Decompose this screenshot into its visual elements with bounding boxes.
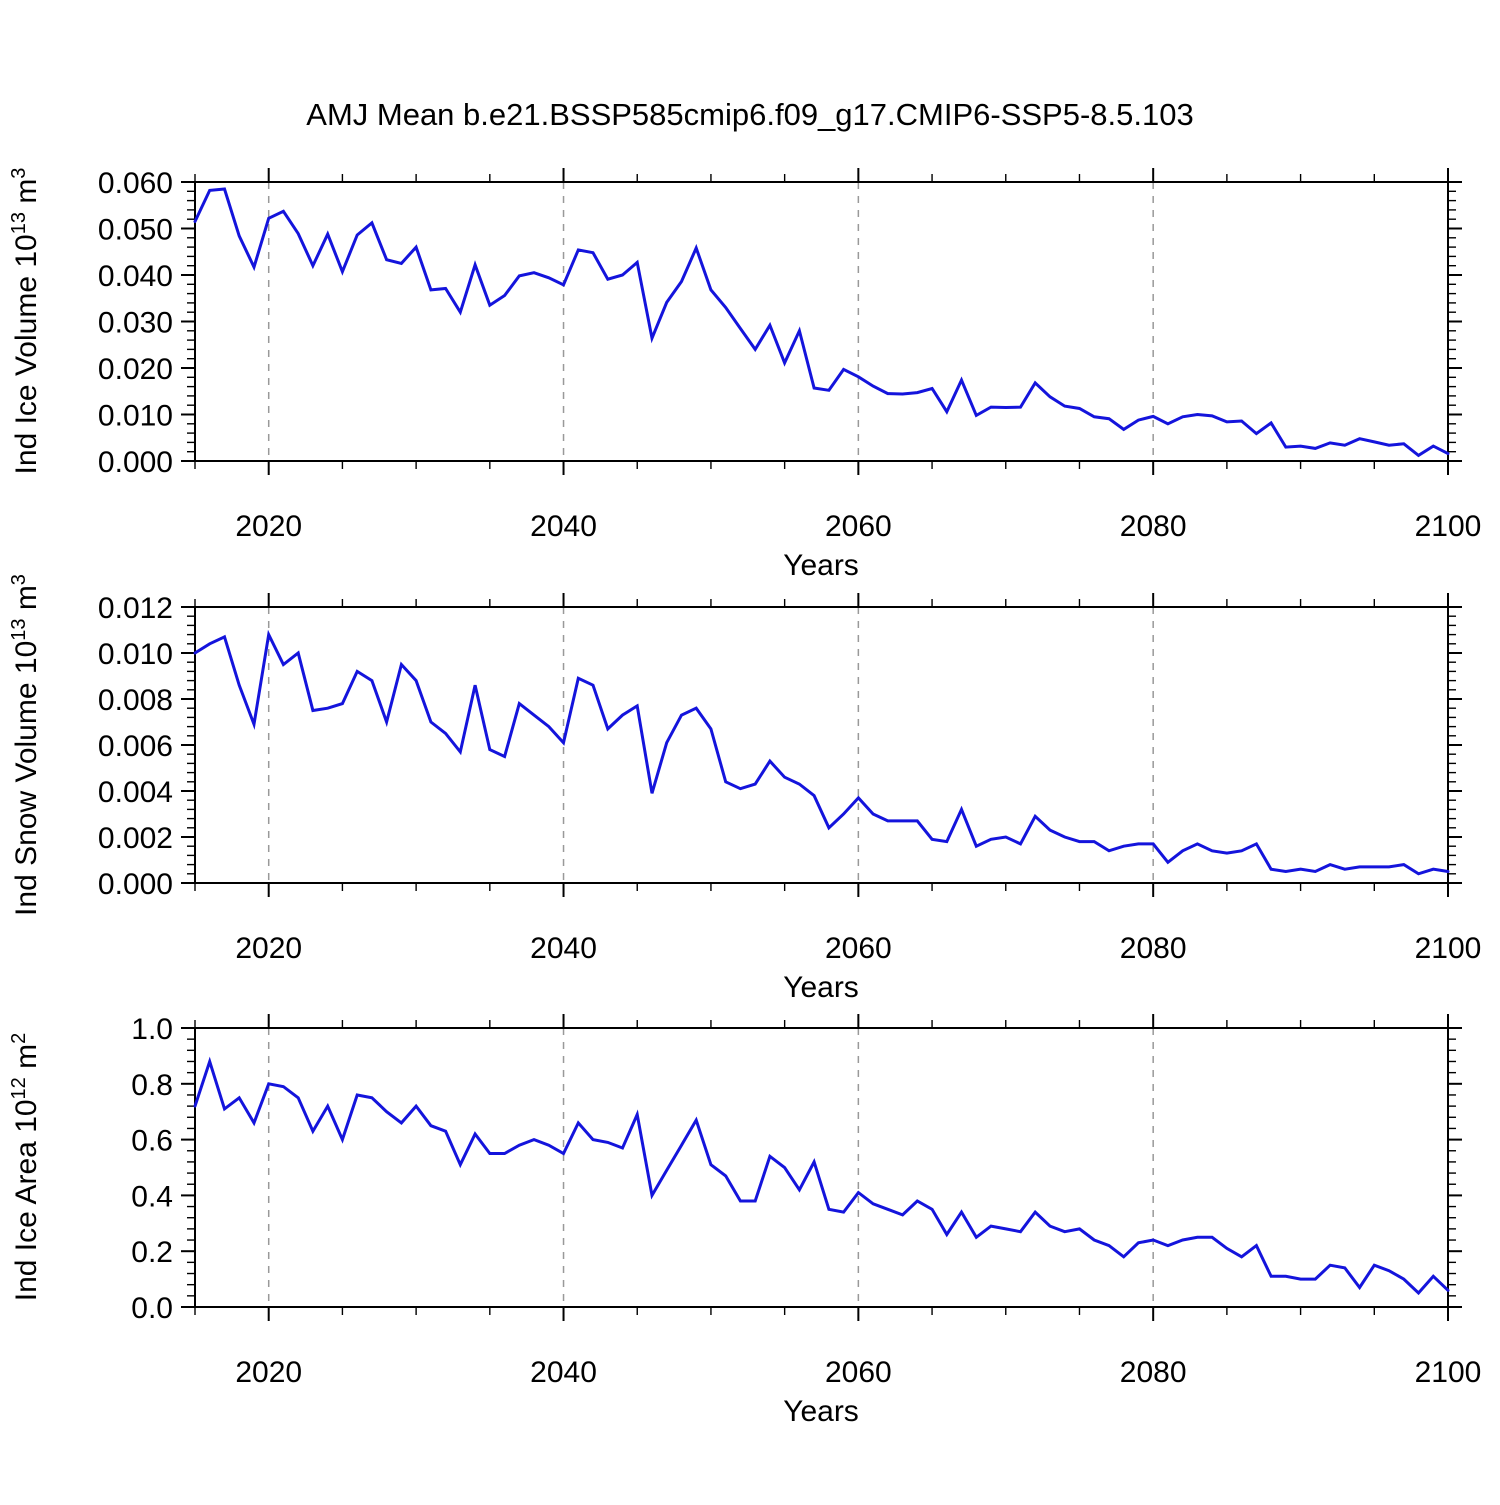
y-tick-label: 0.000 [98,868,173,901]
x-tick-label: 2100 [1415,510,1482,543]
ylabel-snow-volume: Ind Snow Volume 1013 m3 [8,574,43,916]
y-tick-label: 0.010 [98,638,173,671]
ylabel-ice-area: Ind Ice Area 1012 m2 [8,1033,43,1302]
xlabel-ice-area: Years [783,1395,859,1428]
y-tick-label: 1.0 [131,1013,173,1046]
xlabel-ice-volume: Years [783,549,859,582]
x-tick-label: 2100 [1415,932,1482,965]
y-tick-label: 0.050 [98,214,173,247]
y-tick-label: 0.000 [98,446,173,479]
plot-frame [194,606,1449,884]
y-tick-label: 0.8 [131,1069,173,1102]
panel-ice-area: 2020 2040 2060 2080 2100 0.0 0.2 0.4 0.6 0.8 1.0 [131,1013,1481,1389]
x-tick-label: 2060 [825,1356,892,1389]
x-tick-label: 2080 [1120,510,1187,543]
x-tick-label: 2080 [1120,932,1187,965]
y-tick-label: 0.060 [98,167,173,200]
x-tick-label: 2020 [235,510,302,543]
ylabel-ice-volume: Ind Ice Volume 1013 m3 [8,168,43,475]
x-tick-label: 2040 [530,932,597,965]
y-tick-label: 0.040 [98,260,173,293]
xlabel-snow-volume: Years [783,971,859,1004]
x-tick-label: 2060 [825,510,892,543]
x-tick-label: 2040 [530,510,597,543]
x-tick-label: 2060 [825,932,892,965]
x-tick-label: 2080 [1120,1356,1187,1389]
y-tick-label: 0.030 [98,307,173,340]
data-line-snow-volume [193,629,1450,876]
y-tick-label: 0.008 [98,684,173,717]
x-tick-label: 2040 [530,1356,597,1389]
plot-frame [194,181,1449,462]
y-tick-label: 0.020 [98,353,173,386]
panel-snow-volume: 2020 2040 2060 2080 2100 0.000 0.002 0.004 0.006… [98,592,1481,965]
plot-frame [194,1027,1449,1308]
y-tick-label: 0.004 [98,776,173,809]
data-line-ice-area [193,1056,1450,1296]
y-tick-label: 0.4 [131,1180,173,1213]
y-tick-label: 0.010 [98,400,173,433]
y-tick-label: 0.2 [131,1236,173,1269]
y-tick-label: 0.006 [98,730,173,763]
data-line-ice-volume [193,187,1450,458]
y-tick-label: 0.002 [98,822,173,855]
panel-ice-volume: 2020 2040 2060 2080 2100 0.000 0.010 0.020 0.030… [98,167,1481,543]
x-tick-label: 2020 [235,932,302,965]
y-tick-label: 0.6 [131,1125,173,1158]
y-tick-label: 0.0 [131,1292,173,1325]
chart-title: AMJ Mean b.e21.BSSP585cmip6.f09_g17.CMIP… [306,97,1193,132]
x-tick-label: 2020 [235,1356,302,1389]
x-tick-label: 2100 [1415,1356,1482,1389]
y-tick-label: 0.012 [98,592,173,625]
